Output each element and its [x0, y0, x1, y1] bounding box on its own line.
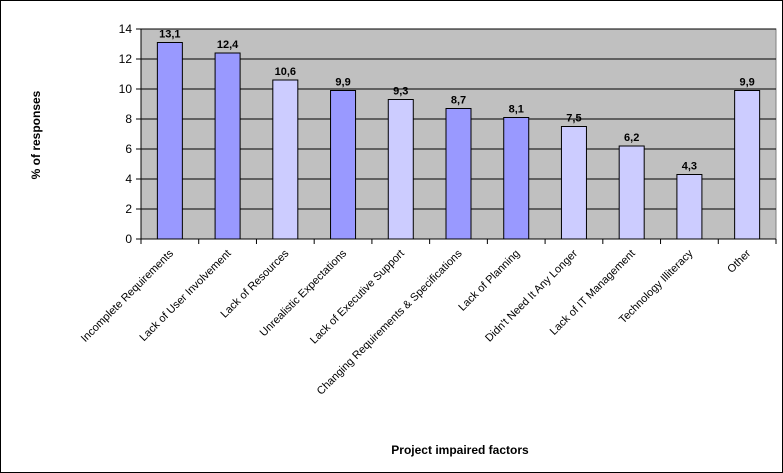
bar [330, 90, 357, 240]
bar [734, 90, 761, 240]
bar [676, 174, 703, 240]
bar [156, 42, 183, 240]
data-label: 9,3 [393, 86, 408, 98]
data-labels: 13,1 12,4 10,6 9,9 9,3 8,7 8,1 7,5 6,2 4,3 9,9 [159, 29, 755, 173]
bar [445, 108, 472, 240]
bar [618, 145, 645, 240]
y-tick-label: 0 [125, 232, 132, 246]
data-label: 4,3 [682, 161, 697, 173]
y-tick-label: 6 [125, 142, 132, 156]
data-label: 7,5 [566, 113, 581, 125]
y-tick-label: 10 [119, 82, 133, 96]
data-label: 9,9 [739, 77, 754, 89]
y-tick-labels: 0 2 4 6 8 10 12 14 [119, 22, 133, 246]
y-tick-label: 8 [125, 112, 132, 126]
y-tick-label: 12 [119, 52, 133, 66]
y-axis-title: % of responses [29, 90, 43, 179]
bar [387, 99, 414, 240]
bar [560, 126, 587, 240]
y-tick-label: 4 [125, 172, 132, 186]
bar [272, 79, 299, 240]
y-tick-label: 14 [119, 22, 133, 36]
axes [136, 28, 777, 244]
x-axis-title: Project impaired factors [391, 443, 529, 457]
data-label: 9,9 [335, 77, 350, 89]
data-label: 6,2 [624, 132, 639, 144]
data-label: 12,4 [217, 39, 239, 51]
data-label: 8,1 [509, 104, 524, 116]
bars [156, 42, 761, 240]
data-label: 8,7 [451, 95, 466, 107]
data-label: 10,6 [275, 66, 296, 78]
bar [503, 117, 530, 240]
bar [214, 52, 241, 240]
y-tick-label: 2 [125, 202, 132, 216]
data-label: 13,1 [159, 29, 180, 41]
